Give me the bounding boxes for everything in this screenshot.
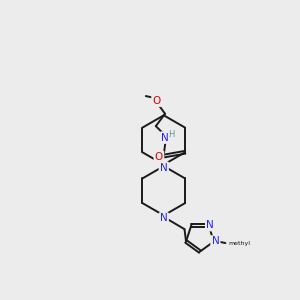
Text: N: N: [160, 214, 168, 224]
Text: O: O: [155, 152, 163, 162]
Text: H: H: [168, 130, 174, 139]
Text: N: N: [161, 133, 169, 142]
Text: N: N: [206, 220, 214, 230]
Text: N: N: [160, 163, 168, 173]
Text: N: N: [212, 236, 219, 247]
Text: O: O: [152, 96, 161, 106]
Text: methyl: methyl: [229, 241, 250, 245]
